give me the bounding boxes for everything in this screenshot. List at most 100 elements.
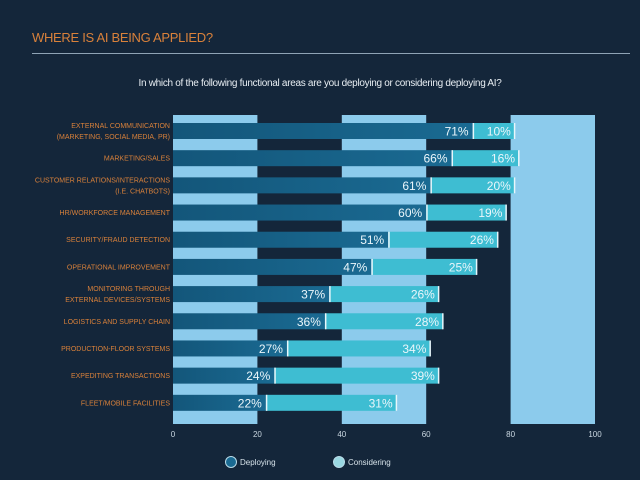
bar-deploying — [173, 313, 325, 330]
category-label: FLEET/MOBILE FACILITIES — [81, 400, 170, 407]
category-label-line: LOGISTICS AND SUPPLY CHAIN — [64, 319, 170, 326]
bar-separator — [274, 367, 276, 384]
bar-deploying — [173, 177, 431, 194]
bar-considering — [472, 123, 515, 139]
data-label-considering: 26% — [411, 288, 435, 302]
bar-end-marker — [437, 286, 440, 303]
category-label-line: EXTERNAL DEVICES/SYSTEMS — [65, 297, 170, 304]
bar-considering — [274, 367, 439, 384]
category-label-line: (MARKETING, SOCIAL MEDIA, PR) — [57, 134, 170, 141]
category-label-line: SECURITY/FRAUD DETECTION — [66, 237, 170, 244]
category-label: SECURITY/FRAUD DETECTION — [66, 237, 170, 244]
bar-separator — [430, 177, 432, 194]
data-label-considering: 10% — [487, 125, 511, 139]
category-label: OPERATIONAL IMPROVEMENT — [67, 264, 171, 271]
bar-separator — [265, 394, 268, 411]
data-label-deploying: 61% — [402, 179, 426, 193]
title-divider — [32, 53, 630, 54]
category-label: PRODUCTION-FLOOR SYSTEMS — [61, 346, 170, 353]
data-label-deploying: 47% — [343, 260, 367, 274]
bar-considering — [265, 394, 397, 411]
bar-end-marker — [475, 258, 478, 275]
bar-deploying — [173, 150, 452, 167]
x-tick-label: 0 — [171, 430, 176, 439]
bar-end-marker — [429, 340, 431, 357]
bar-separator — [472, 123, 475, 139]
bar-separator — [388, 231, 390, 248]
data-label-considering: 16% — [491, 152, 515, 166]
category-label: HR/WORKFORCE MANAGEMENT — [60, 210, 171, 217]
data-label-considering: 26% — [470, 233, 494, 247]
bar-deploying — [173, 258, 372, 275]
legend-label-considering: Considering — [348, 458, 391, 467]
page-title: WHERE IS AI BEING APPLIED? — [32, 30, 213, 45]
bar-separator — [329, 286, 331, 303]
bar-considering — [430, 177, 515, 194]
bar-end-marker — [496, 231, 499, 248]
bar-considering — [388, 231, 498, 248]
data-label-considering: 20% — [487, 179, 511, 193]
bar-deploying — [173, 340, 287, 357]
data-label-deploying: 36% — [297, 315, 321, 329]
legend-marker-considering — [333, 456, 345, 468]
category-label-line: MONITORING THROUGH — [87, 286, 170, 293]
category-label-line: PRODUCTION-FLOOR SYSTEMS — [61, 346, 170, 353]
bar-considering — [329, 286, 439, 303]
bar-deploying — [173, 367, 275, 384]
category-label: LOGISTICS AND SUPPLY CHAIN — [64, 319, 170, 326]
data-label-deploying: 22% — [238, 396, 262, 410]
bar-deploying — [173, 286, 330, 303]
data-label-considering: 19% — [478, 206, 502, 220]
category-label-line: MARKETING/SALES — [104, 156, 170, 163]
x-tick-label: 80 — [506, 430, 515, 439]
bar-separator — [286, 340, 289, 357]
category-label-line: FLEET/MOBILE FACILITIES — [81, 400, 170, 407]
category-label-line: CUSTOMER RELATIONS/INTERACTIONS — [35, 177, 170, 184]
bar-separator — [371, 258, 373, 275]
bar-considering — [451, 150, 520, 167]
x-tick-label: 40 — [337, 430, 346, 439]
category-label: CUSTOMER RELATIONS/INTERACTIONS (I.E. CHA… — [35, 177, 170, 195]
bar-considering — [324, 313, 444, 330]
data-label-deploying: 51% — [360, 233, 384, 247]
legend-marker-deploying — [225, 456, 237, 468]
data-label-deploying: 71% — [445, 125, 469, 139]
category-label-line: (I.E. CHATBOTS) — [115, 188, 170, 195]
data-label-deploying: 60% — [398, 206, 422, 220]
data-label-deploying: 66% — [423, 152, 447, 166]
bar-separator — [451, 150, 454, 167]
legend-label-deploying: Deploying — [240, 458, 276, 467]
category-label: EXTERNAL COMMUNICATION (MARKETING, SOCIAL… — [57, 123, 170, 141]
bar-separator — [426, 204, 428, 221]
category-label: MONITORING THROUGH EXTERNAL DEVICES/SYSTE… — [65, 286, 170, 304]
bar-end-marker — [395, 394, 398, 411]
bar-end-marker — [505, 204, 507, 221]
bar-end-marker — [437, 367, 440, 384]
data-label-deploying: 24% — [246, 369, 270, 383]
bar-separator — [324, 313, 327, 330]
bar-considering — [371, 258, 477, 275]
data-label-considering: 39% — [411, 369, 435, 383]
category-label-line: EXTERNAL COMMUNICATION — [71, 123, 170, 130]
bar-end-marker — [513, 123, 516, 139]
category-label-line: HR/WORKFORCE MANAGEMENT — [60, 210, 171, 217]
data-label-considering: 31% — [369, 396, 393, 410]
data-label-considering: 28% — [415, 315, 439, 329]
bar-deploying — [173, 394, 266, 411]
bar-considering — [286, 340, 431, 357]
chart-subtitle: In which of the following functional are… — [138, 78, 502, 89]
data-label-considering: 25% — [449, 260, 473, 274]
grid-band — [510, 115, 595, 424]
data-label-deploying: 37% — [301, 288, 325, 302]
x-tick-label: 20 — [253, 430, 262, 439]
bar-end-marker — [442, 313, 444, 330]
bar-end-marker — [513, 177, 516, 194]
category-label-line: EXPEDITING TRANSACTIONS — [71, 373, 170, 380]
data-label-considering: 34% — [402, 342, 426, 356]
x-tick-label: 60 — [422, 430, 431, 439]
bar-deploying — [173, 204, 427, 221]
category-label: EXPEDITING TRANSACTIONS — [71, 373, 170, 380]
data-label-deploying: 27% — [259, 342, 283, 356]
x-tick-label: 100 — [588, 430, 602, 439]
